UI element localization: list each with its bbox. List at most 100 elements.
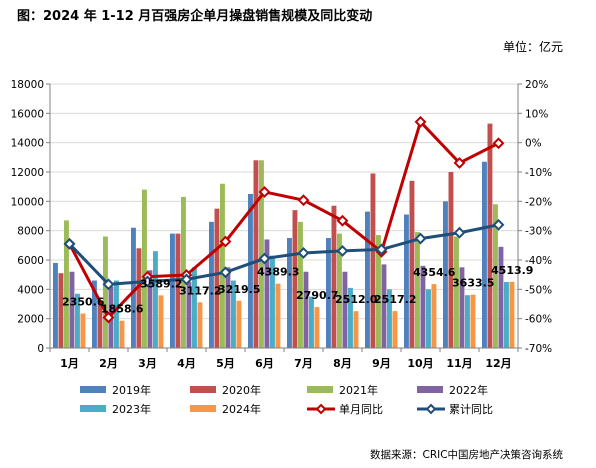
- line-series-group: [63, 115, 505, 324]
- marker-累计同比-9月: [375, 243, 388, 256]
- right-tick-label: 10%: [525, 108, 548, 120]
- category-label: 1月: [60, 357, 79, 370]
- legend-swatch-2023年: [80, 405, 106, 412]
- right-tick-label: 20%: [525, 79, 548, 91]
- bar-2019年-10月: [404, 214, 409, 348]
- bar-2024年-5月: [236, 300, 242, 348]
- data-label-2024: 4389.3: [257, 266, 299, 279]
- left-tick-label: 0: [37, 343, 44, 355]
- category-label: 2月: [99, 357, 118, 370]
- category-label: 4月: [177, 357, 196, 370]
- data-label-2024: 4354.6: [413, 266, 456, 279]
- bar-series-group: [53, 123, 515, 348]
- marker-单月同比-12月: [492, 137, 505, 150]
- data-label-2024: 3219.5: [218, 283, 260, 296]
- legend-label: 2024年: [222, 402, 261, 416]
- data-label-2024: 4513.9: [491, 264, 533, 277]
- right-tick-label: -30%: [525, 226, 552, 238]
- bar-2020年-3月: [136, 248, 142, 348]
- bar-2023年-12月: [504, 282, 509, 348]
- right-axis-ticks: -70% -60% -50% -40% -30% -20% -10% 0% 10% 20%: [518, 79, 552, 355]
- bar-2022年-1月: [69, 271, 75, 348]
- category-label: 9月: [372, 357, 391, 370]
- bar-2024年-9月: [392, 311, 398, 348]
- bar-2019年-9月: [365, 211, 370, 348]
- category-label: 7月: [294, 357, 313, 370]
- left-tick-label: 4000: [17, 284, 44, 296]
- bar-2020年-8月: [331, 205, 337, 348]
- category-label: 5月: [216, 357, 235, 370]
- marker-累计同比-1月: [63, 237, 76, 250]
- marker-累计同比-12月: [492, 218, 505, 231]
- legend-swatch-2019年: [80, 386, 106, 393]
- right-tick-label: -70%: [525, 343, 552, 355]
- bar-2022年-4月: [186, 282, 192, 348]
- line-累计同比: [68, 223, 499, 286]
- category-labels: 1月 2月 3月 4月 5月 6月 7月 8月 9月 10月 11月 12月: [60, 357, 511, 370]
- left-tick-label: 14000: [11, 138, 44, 150]
- left-tick-label: 10000: [11, 196, 44, 208]
- legend-label: 2023年: [112, 402, 151, 416]
- bar-2024年-12月: [509, 281, 515, 348]
- bar-2021年-9月: [376, 235, 381, 348]
- right-tick-label: -40%: [525, 255, 552, 267]
- marker-单月同比-7月: [297, 194, 310, 207]
- category-label: 3月: [138, 357, 157, 370]
- bar-2022年-7月: [303, 271, 309, 348]
- bar-2022年-10月: [420, 265, 426, 348]
- data-label-2024: 2790.7: [296, 289, 338, 302]
- bar-2022年-12月: [498, 246, 504, 348]
- bar-2019年-7月: [287, 238, 292, 348]
- unit-label: 单位：亿元: [503, 39, 563, 54]
- marker-单月同比-11月: [453, 156, 466, 169]
- bar-2022年-3月: [147, 270, 153, 348]
- bar-2022年-5月: [225, 267, 231, 348]
- bar-2020年-4月: [175, 233, 181, 348]
- legend-label: 2019年: [112, 383, 151, 397]
- bar-2020年-10月: [409, 180, 415, 348]
- marker-累计同比-8月: [336, 244, 349, 257]
- bar-2024年-1月: [80, 313, 86, 348]
- bar-2020年-12月: [487, 123, 493, 348]
- category-label: 11月: [446, 357, 472, 370]
- legend-marker-单月同比: [315, 403, 327, 415]
- data-label-2024: 3589.2: [140, 277, 182, 290]
- bar-2019年-6月: [248, 194, 253, 348]
- left-tick-label: 16000: [11, 108, 44, 120]
- legend-label: 2021年: [339, 383, 378, 397]
- category-label: 10月: [407, 357, 433, 370]
- bar-2019年-11月: [443, 201, 448, 348]
- chart-title: 图：2024 年 1-12 月百强房企单月操盘销售规模及同比变动: [17, 8, 372, 24]
- axes: [49, 84, 519, 352]
- marker-累计同比-5月: [219, 266, 232, 279]
- legend-label: 单月同比: [339, 403, 383, 416]
- marker-单月同比-2月: [102, 311, 115, 324]
- bar-2023年-8月: [348, 287, 353, 348]
- marker-累计同比-2月: [102, 278, 115, 291]
- bar-2019年-8月: [326, 238, 331, 348]
- bar-2020年-11月: [448, 172, 454, 348]
- legend-swatch-2021年: [307, 386, 333, 393]
- left-tick-label: 12000: [11, 167, 44, 179]
- left-tick-label: 2000: [17, 314, 44, 326]
- category-label: 8月: [333, 357, 352, 370]
- bar-2020年-9月: [370, 173, 376, 348]
- bar-2023年-3月: [153, 251, 158, 348]
- legend: 2019年 2020年 2021年 2022年 2023年 2024年 单月同比 累计同比: [80, 383, 493, 416]
- marker-单月同比-8月: [336, 214, 349, 227]
- bar-2020年-2月: [97, 301, 103, 348]
- bar-2019年-3月: [131, 227, 136, 348]
- bar-2023年-1月: [75, 293, 80, 348]
- legend-swatch-2022年: [417, 386, 443, 393]
- left-tick-label: 18000: [11, 79, 44, 91]
- bar-2021年-7月: [298, 221, 303, 348]
- bar-2023年-4月: [192, 267, 197, 348]
- line-单月同比: [68, 118, 500, 321]
- bar-2020年-5月: [214, 208, 220, 348]
- bar-2024年-2月: [119, 320, 125, 348]
- legend-marker-累计同比: [425, 403, 437, 415]
- right-tick-label: -60%: [525, 314, 552, 326]
- bar-2019年-4月: [170, 233, 175, 348]
- legend-swatch-2020年: [190, 386, 216, 393]
- bar-2021年-5月: [220, 183, 225, 348]
